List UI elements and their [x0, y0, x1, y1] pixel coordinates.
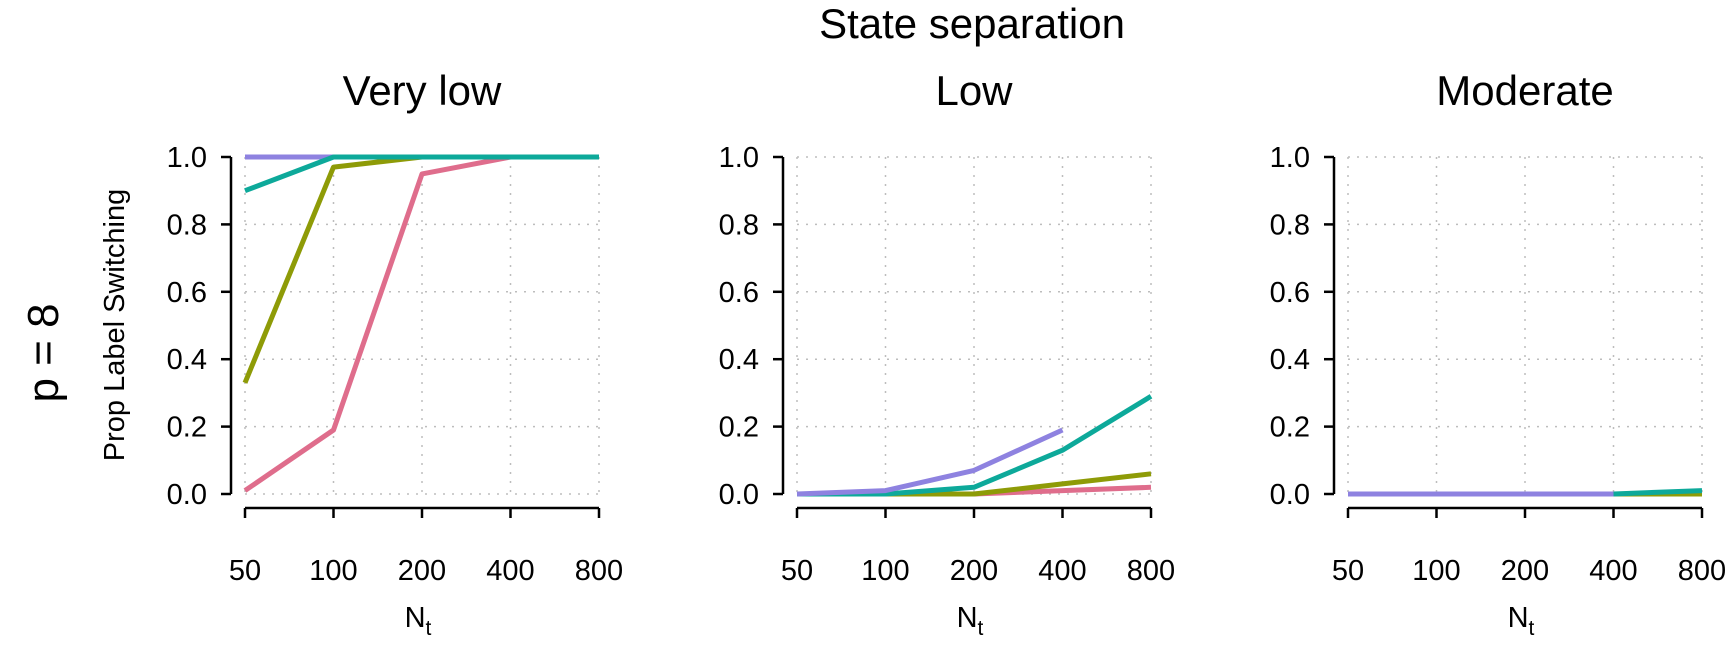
series-line-teal [244, 154, 599, 194]
x-tick-label: 100 [309, 555, 357, 587]
x-axis [243, 506, 601, 518]
series-line-purple [796, 427, 1064, 497]
series-lines [796, 394, 1153, 497]
x-axis-label-main: N [957, 602, 978, 634]
y-tick-label: 0.0 [719, 479, 759, 511]
x-tick-label: 200 [1501, 555, 1549, 587]
panel-title: Low [935, 67, 1013, 114]
x-tick-label: 50 [1332, 555, 1364, 587]
grid [1347, 156, 1703, 495]
series-lines [242, 154, 599, 493]
y-axis-label: Prop Label Switching [99, 189, 131, 461]
y-tick-label: 0.2 [1270, 412, 1310, 444]
y-tick-label: 0.2 [719, 412, 759, 444]
x-tick-label: 800 [575, 555, 623, 587]
y-tick-label: 0.4 [1270, 344, 1310, 376]
x-tick-label: 100 [861, 555, 909, 587]
x-axis-label-subscript: t [978, 617, 984, 640]
x-tick-label: 100 [1412, 555, 1460, 587]
y-axis [773, 155, 785, 496]
x-tick-label: 800 [1678, 555, 1726, 587]
chart-panels: Very low 0.0 0.2 0.4 0.6 0.8 1.0 50 100 200 400 800… [99, 67, 1726, 640]
y-axis [1324, 155, 1336, 496]
y-tick-label: 1.0 [1270, 142, 1310, 174]
x-axis-label: Nt [405, 602, 432, 640]
series-line-pink [243, 154, 599, 493]
panel-very-low: Very low 0.0 0.2 0.4 0.6 0.8 1.0 50 100 200 400 800… [99, 67, 623, 640]
y-tick-label: 0.0 [1270, 479, 1310, 511]
y-tick-label: 0.0 [167, 479, 207, 511]
x-tick-label: 50 [229, 555, 261, 587]
x-tick-label: 200 [398, 555, 446, 587]
y-tick-label: 1.0 [167, 142, 207, 174]
series-lines [1348, 488, 1703, 497]
y-tick-label: 0.8 [1270, 209, 1310, 241]
y-axis [221, 155, 233, 496]
y-tick-label: 0.4 [719, 344, 759, 376]
grid [244, 156, 600, 495]
y-tick-label: 0.6 [167, 277, 207, 309]
row-label: p = 8 [19, 303, 68, 402]
x-axis [795, 506, 1153, 518]
panel-title: Very low [343, 67, 502, 114]
panel-title: Moderate [1436, 67, 1613, 114]
x-axis-label: Nt [957, 602, 984, 640]
x-tick-label: 800 [1127, 555, 1175, 587]
y-tick-label: 0.8 [167, 209, 207, 241]
x-axis-label-main: N [405, 602, 426, 634]
x-axis [1346, 506, 1704, 518]
x-axis-label-subscript: t [426, 617, 432, 640]
x-tick-label: 400 [1589, 555, 1637, 587]
x-tick-label: 50 [781, 555, 813, 587]
panel-low: Low 0.0 0.2 0.4 0.6 0.8 1.0 50 100 200 400 800 Nt [719, 67, 1176, 640]
y-tick-label: 1.0 [719, 142, 759, 174]
x-tick-label: 200 [950, 555, 998, 587]
y-tick-label: 0.2 [167, 412, 207, 444]
x-tick-label: 400 [1038, 555, 1086, 587]
x-axis-label-subscript: t [1529, 617, 1535, 640]
x-tick-label: 400 [486, 555, 534, 587]
series-line-olive [242, 154, 599, 384]
panel-moderate: Moderate 0.0 0.2 0.4 0.6 0.8 1.0 50 100 200 400 800… [1270, 67, 1727, 640]
x-axis-label-main: N [1508, 602, 1529, 634]
grid [796, 156, 1152, 495]
y-tick-label: 0.6 [1270, 277, 1310, 309]
figure-title: State separation [819, 0, 1125, 47]
y-tick-label: 0.4 [167, 344, 207, 376]
x-axis-label: Nt [1508, 602, 1535, 640]
y-tick-label: 0.8 [719, 209, 759, 241]
y-tick-label: 0.6 [719, 277, 759, 309]
